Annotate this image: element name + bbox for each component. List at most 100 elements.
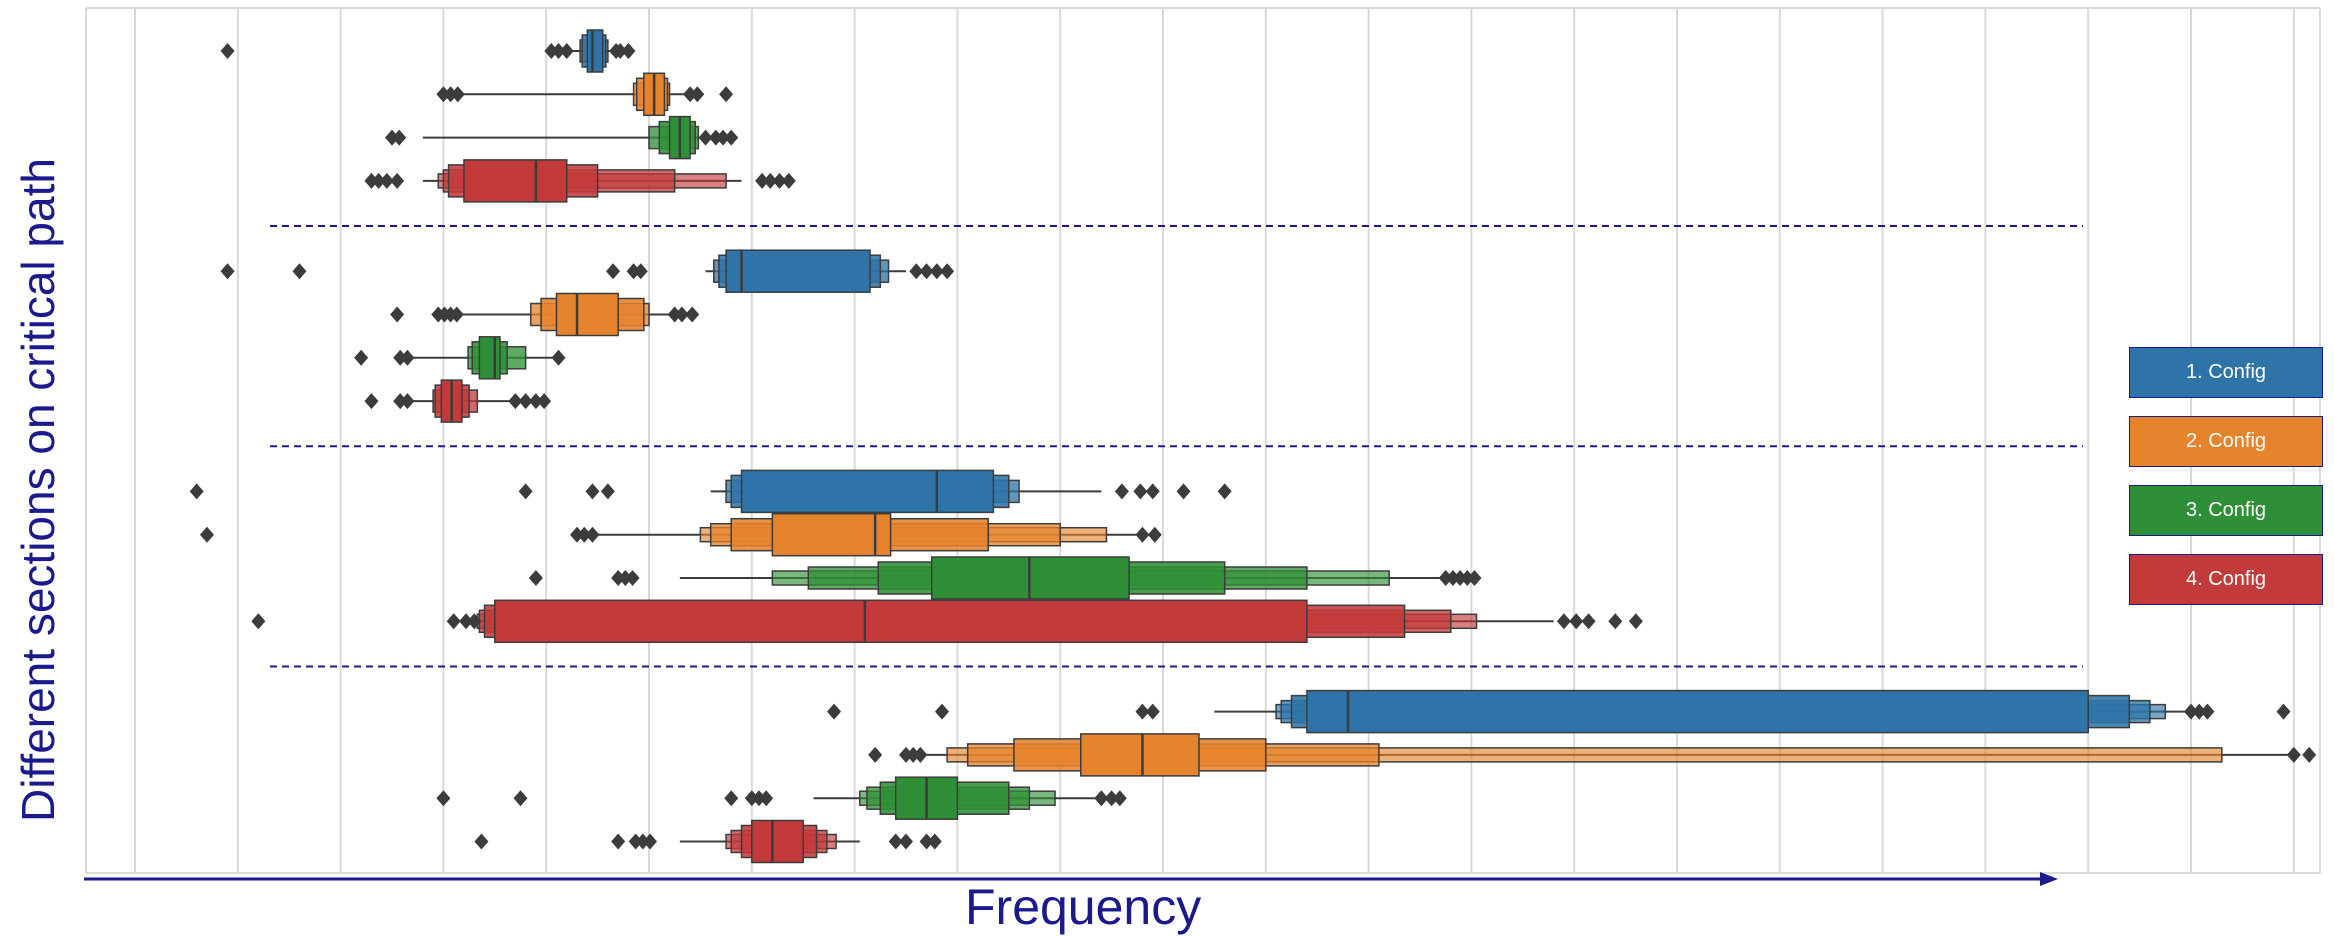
boxen-box	[725, 249, 871, 293]
outlier-point	[667, 306, 682, 323]
outlier-point	[781, 172, 796, 189]
outlier-point	[719, 86, 734, 103]
outlier-point	[1145, 703, 1160, 720]
outlier-point	[400, 393, 415, 410]
outlier-point	[633, 263, 648, 280]
outlier-point	[621, 43, 636, 59]
outlier-point	[744, 790, 759, 807]
outlier-point	[518, 483, 533, 500]
y-axis-label: Different sections on critical path	[12, 158, 64, 822]
outlier-point	[635, 833, 650, 850]
outlier-point	[2184, 703, 2198, 720]
boxen-box	[478, 336, 501, 380]
legend-entry: 1. Config	[2129, 347, 2323, 398]
outlier-point	[1135, 526, 1150, 543]
outlier-point	[906, 746, 921, 763]
outlier-point	[390, 172, 405, 189]
boxen-row	[868, 733, 2317, 777]
outlier-point	[385, 129, 399, 146]
outlier-point	[220, 43, 235, 59]
outlier-point	[1112, 790, 1127, 807]
outlier-point	[474, 833, 489, 850]
outlier-point	[393, 349, 408, 366]
outlier-point	[400, 349, 415, 366]
outlier-point	[220, 263, 235, 280]
outlier-point	[755, 172, 770, 189]
boxen-rows	[189, 29, 2317, 864]
outlier-point	[436, 790, 451, 807]
outlier-point	[393, 393, 408, 410]
legend-entry-label: 1. Config	[2185, 361, 2267, 383]
outlier-point	[371, 172, 386, 189]
outlier-point	[909, 263, 924, 280]
legend-entry: 2. Config	[2129, 416, 2323, 467]
outlier-point	[940, 263, 955, 280]
boxen-row	[436, 72, 734, 117]
outlier-point	[751, 790, 766, 807]
outlier-point	[449, 306, 464, 323]
legend-entry: 3. Config	[2129, 485, 2323, 536]
outlier-point	[2302, 746, 2317, 763]
x-axis-arrow	[84, 872, 2058, 886]
outlier-point	[2200, 703, 2215, 720]
outlier-point	[585, 526, 600, 543]
outlier-point	[759, 790, 774, 807]
legend-entry-label: 4. Config	[2185, 568, 2267, 590]
boxen-row	[474, 819, 942, 864]
outlier-point	[1628, 613, 1643, 630]
outlier-point	[606, 263, 621, 280]
outlier-point	[934, 703, 949, 720]
outlier-point	[827, 703, 842, 720]
outlier-point	[1147, 526, 1162, 543]
outlier-point	[570, 526, 585, 543]
outlier-point	[1114, 483, 1129, 500]
group-separators	[270, 225, 2083, 668]
outlier-point	[559, 43, 574, 59]
boxen-box	[1306, 689, 2089, 734]
outlier-point	[899, 833, 913, 850]
outlier-point	[392, 129, 407, 146]
boxen-box	[751, 819, 804, 864]
outlier-point	[199, 526, 214, 543]
outlier-point	[868, 746, 883, 763]
boxen-row	[390, 292, 700, 337]
outlier-point	[443, 86, 458, 103]
outlier-point	[683, 86, 698, 103]
outlier-point	[1569, 613, 1584, 630]
outlier-point	[551, 349, 566, 366]
boxen-row	[436, 776, 1127, 820]
outlier-point	[450, 86, 465, 103]
outlier-point	[685, 306, 700, 323]
outlier-point	[919, 833, 934, 850]
boxen-box	[463, 159, 568, 203]
outlier-point	[2286, 746, 2301, 763]
outlier-point	[888, 833, 903, 850]
outlier-point	[436, 86, 451, 103]
outlier-point	[643, 833, 658, 850]
outlier-point	[929, 263, 944, 280]
legend-entry: 4. Config	[2129, 554, 2323, 605]
boxen-box	[555, 292, 619, 337]
outlier-point	[1217, 483, 1232, 500]
outlier-point	[551, 43, 566, 59]
outlier-point	[724, 790, 739, 807]
boxen-row	[189, 469, 1232, 514]
outlier-point	[189, 483, 204, 500]
outlier-point	[927, 833, 942, 850]
outlier-point	[919, 263, 934, 280]
outlier-point	[763, 172, 778, 189]
outlier-point	[1453, 570, 1468, 586]
outlier-point	[508, 393, 523, 410]
outlier-point	[292, 263, 307, 280]
outlier-point	[698, 129, 713, 146]
outlier-point	[690, 86, 705, 103]
legend-entry-label: 3. Config	[2185, 499, 2267, 521]
outlier-point	[1133, 483, 1148, 500]
boxen-box	[740, 469, 995, 514]
outlier-point	[1104, 790, 1119, 807]
outlier-point	[577, 526, 592, 543]
outlier-point	[354, 349, 369, 366]
outlier-point	[913, 746, 928, 763]
outlier-point	[1556, 613, 1571, 630]
outlier-point	[528, 570, 543, 586]
